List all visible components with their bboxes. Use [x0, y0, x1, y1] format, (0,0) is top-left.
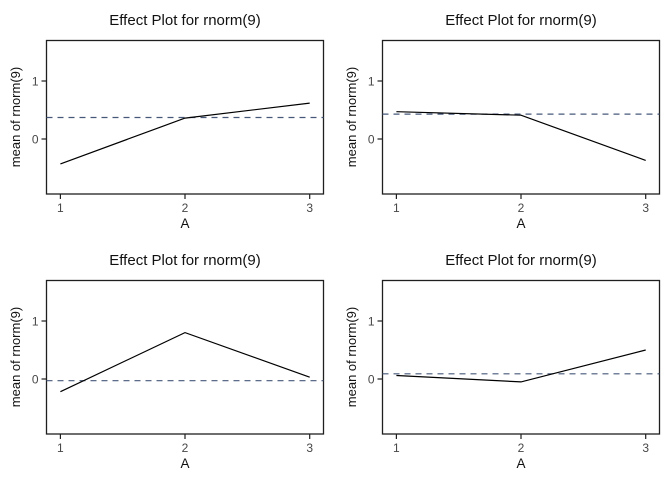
effect-line	[60, 331, 310, 393]
effect-line	[396, 111, 646, 161]
x-tick-label: 1	[57, 201, 64, 215]
effect-plot-panel-bottom-right: Effect Plot for rnorm(9) mean of rnorm(9…	[336, 240, 672, 480]
effect-line	[396, 349, 646, 383]
y-tick-label: 1	[368, 315, 375, 329]
effect-plot-svg: Effect Plot for rnorm(9) mean of rnorm(9…	[344, 252, 661, 471]
plot-title: Effect Plot for rnorm(9)	[109, 12, 260, 29]
y-axis-label: mean of rnorm(9)	[8, 67, 23, 167]
x-tick-label: 2	[518, 201, 525, 215]
plot-title: Effect Plot for rnorm(9)	[109, 252, 260, 269]
x-axis-label: A	[180, 456, 189, 471]
x-axis-label: A	[516, 456, 525, 471]
x-tick-label: 1	[393, 441, 400, 455]
y-tick-label: 1	[32, 315, 39, 329]
y-tick-label: 0	[32, 133, 39, 147]
x-tick-label: 1	[393, 201, 400, 215]
y-tick-label: 0	[368, 373, 375, 387]
plot-title: Effect Plot for rnorm(9)	[445, 12, 596, 29]
x-axis-label: A	[516, 216, 525, 231]
x-tick-label: 2	[182, 201, 189, 215]
effect-line	[60, 102, 310, 165]
y-axis-label: mean of rnorm(9)	[8, 307, 23, 407]
effect-plot-panel-top-right: Effect Plot for rnorm(9) mean of rnorm(9…	[336, 0, 672, 240]
x-tick-label: 2	[518, 441, 525, 455]
x-axis-label: A	[180, 216, 189, 231]
y-tick-label: 0	[32, 373, 39, 387]
panel-border	[381, 39, 661, 195]
x-tick-label: 2	[182, 441, 189, 455]
x-tick-label: 3	[642, 441, 649, 455]
effect-plot-panel-bottom-left: Effect Plot for rnorm(9) mean of rnorm(9…	[0, 240, 336, 480]
y-tick-label: 1	[32, 75, 39, 89]
y-tick-label: 1	[368, 75, 375, 89]
x-tick-label: 1	[57, 441, 64, 455]
x-tick-label: 3	[642, 201, 649, 215]
x-tick-label: 3	[306, 441, 313, 455]
y-tick-label: 0	[368, 133, 375, 147]
plot-title: Effect Plot for rnorm(9)	[445, 252, 596, 269]
y-axis-label: mean of rnorm(9)	[344, 67, 359, 167]
effect-plot-panel-top-left: Effect Plot for rnorm(9) mean of rnorm(9…	[0, 0, 336, 240]
panel-border	[45, 279, 325, 435]
effect-plot-svg: Effect Plot for rnorm(9) mean of rnorm(9…	[344, 12, 661, 231]
effect-plot-svg: Effect Plot for rnorm(9) mean of rnorm(9…	[8, 12, 325, 231]
y-axis-label: mean of rnorm(9)	[344, 307, 359, 407]
x-tick-label: 3	[306, 201, 313, 215]
effect-plot-svg: Effect Plot for rnorm(9) mean of rnorm(9…	[8, 252, 325, 471]
